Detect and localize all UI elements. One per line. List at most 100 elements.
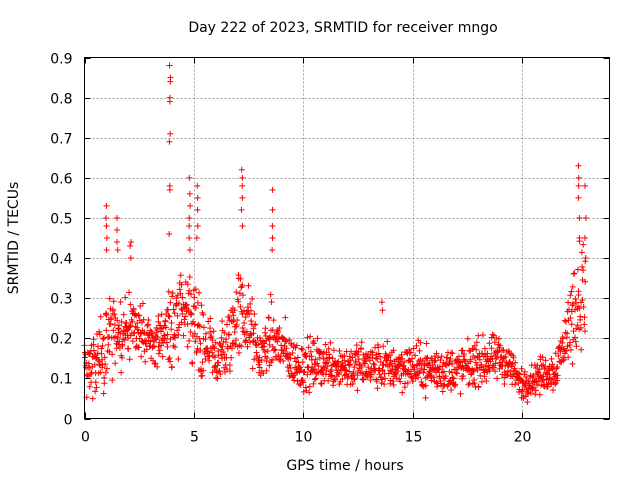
data-point	[125, 345, 132, 352]
data-point	[561, 356, 568, 363]
data-point	[568, 288, 575, 295]
data-point	[286, 336, 293, 343]
data-point	[560, 357, 567, 364]
data-point	[396, 362, 403, 369]
data-point	[102, 361, 109, 368]
data-point	[166, 98, 173, 105]
data-point	[99, 342, 106, 349]
data-point	[358, 363, 365, 370]
data-point	[110, 298, 117, 305]
data-point	[113, 226, 120, 233]
data-point	[494, 375, 501, 382]
data-point	[272, 346, 279, 353]
data-point	[109, 377, 116, 384]
data-point	[293, 342, 300, 349]
data-point	[572, 338, 579, 345]
data-point	[291, 355, 298, 362]
data-point	[166, 354, 173, 361]
data-point	[534, 382, 541, 389]
data-point	[103, 247, 110, 254]
data-point	[267, 333, 274, 340]
data-point	[233, 289, 240, 296]
data-point	[110, 327, 117, 334]
data-point	[186, 274, 193, 281]
data-point	[486, 367, 493, 374]
data-point	[162, 318, 169, 325]
data-point	[282, 338, 289, 345]
data-point	[499, 358, 506, 365]
data-point	[399, 389, 406, 396]
data-point	[396, 375, 403, 382]
data-point	[167, 336, 174, 343]
data-point	[239, 182, 246, 189]
data-point	[542, 357, 549, 364]
data-point	[101, 335, 108, 342]
data-point	[311, 376, 318, 383]
data-point	[574, 266, 581, 273]
data-point	[559, 335, 566, 342]
data-point	[341, 352, 348, 359]
data-point	[382, 375, 389, 382]
data-point	[170, 306, 177, 313]
data-point	[330, 347, 337, 354]
data-point	[164, 306, 171, 313]
data-point	[295, 363, 302, 370]
data-point	[368, 371, 375, 378]
data-point	[346, 353, 353, 360]
data-point	[121, 336, 128, 343]
data-point	[167, 358, 174, 365]
data-point	[248, 317, 255, 324]
data-point	[239, 292, 246, 299]
data-point	[377, 358, 384, 365]
data-point	[274, 338, 281, 345]
data-point	[567, 315, 574, 322]
data-point	[434, 383, 441, 390]
data-point	[283, 337, 290, 344]
data-point	[239, 282, 246, 289]
data-point	[379, 307, 386, 314]
data-point	[276, 324, 283, 331]
data-point	[575, 194, 582, 201]
data-point	[289, 373, 296, 380]
data-point	[182, 313, 189, 320]
data-point	[106, 334, 113, 341]
data-point	[470, 346, 477, 353]
data-point	[216, 367, 223, 374]
data-point	[581, 328, 588, 335]
data-point	[436, 373, 443, 380]
data-point	[569, 302, 576, 309]
data-point	[582, 255, 589, 262]
data-point	[575, 162, 582, 169]
data-point	[122, 294, 129, 301]
data-point	[219, 343, 226, 350]
data-point	[92, 388, 99, 395]
data-point	[350, 369, 357, 376]
data-point	[261, 340, 268, 347]
data-point	[552, 350, 559, 357]
data-point	[446, 368, 453, 375]
data-point	[85, 350, 92, 357]
data-point	[358, 339, 365, 346]
data-point	[186, 222, 193, 229]
data-point	[87, 371, 94, 378]
data-point	[422, 394, 429, 401]
data-point	[89, 395, 96, 402]
data-point	[186, 190, 193, 197]
data-point	[149, 343, 156, 350]
data-point	[294, 354, 301, 361]
data-point	[475, 332, 482, 339]
y-tick-label: 0.6	[50, 172, 72, 188]
data-point	[420, 369, 427, 376]
data-points	[81, 62, 589, 406]
data-point	[580, 267, 587, 274]
data-point	[565, 299, 572, 306]
data-point	[192, 286, 199, 293]
data-point	[565, 354, 572, 361]
data-point	[286, 362, 293, 369]
data-point	[186, 174, 193, 181]
data-point	[247, 307, 254, 314]
data-point	[282, 314, 289, 321]
axis-ticks	[84, 57, 610, 420]
data-point	[461, 350, 468, 357]
data-point	[358, 345, 365, 352]
